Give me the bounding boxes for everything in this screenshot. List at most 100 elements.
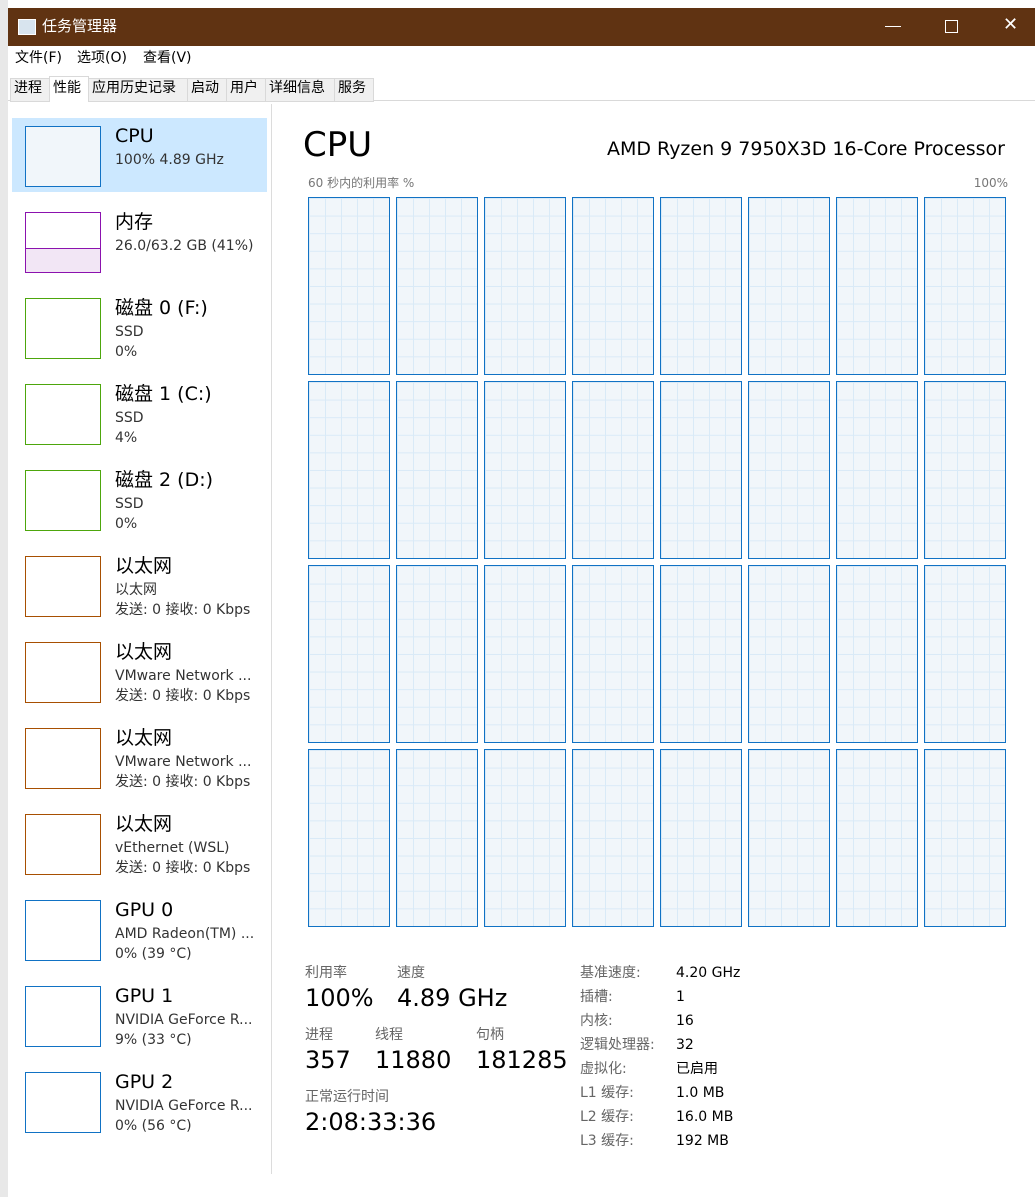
core-graph [748, 565, 830, 743]
core-graph [924, 381, 1006, 559]
desktop-strip [0, 0, 8, 1197]
sidebar-detail[interactable]: NVIDIA GeForce R... [115, 1098, 253, 1114]
core-graph [836, 381, 918, 559]
sidebar-name[interactable]: 以太网 [115, 813, 173, 835]
core-graph [396, 197, 478, 375]
core-graph [572, 381, 654, 559]
sidebar-detail[interactable]: VMware Network ... [115, 668, 252, 684]
core-graph [924, 565, 1006, 743]
memory-fill [26, 248, 100, 272]
core-graph [484, 197, 566, 375]
tab-label[interactable]: 启动 [191, 80, 219, 96]
core-graph [484, 565, 566, 743]
maximize-button[interactable] [945, 20, 958, 33]
sidebar-detail[interactable]: 发送: 0 接收: 0 Kbps [115, 602, 251, 618]
menu-item[interactable]: 选项(O) [77, 50, 127, 66]
sidebar-detail[interactable]: 9% (33 °C) [115, 1032, 192, 1048]
spec-label: L1 缓存: [580, 1085, 634, 1101]
tab-label[interactable]: 应用历史记录 [92, 80, 176, 96]
sidebar-detail[interactable]: 发送: 0 接收: 0 Kbps [115, 860, 251, 876]
sidebar-detail[interactable]: 4% [115, 430, 138, 446]
sidebar-detail[interactable]: 以太网 [115, 582, 157, 598]
menu-item[interactable]: 文件(F) [15, 50, 62, 66]
sidebar-thumbnail[interactable] [25, 900, 101, 961]
sidebar-thumbnail[interactable] [25, 1072, 101, 1133]
core-graph [484, 381, 566, 559]
tab[interactable] [265, 78, 335, 102]
sidebar-detail[interactable]: 0% [115, 344, 138, 360]
sidebar-detail[interactable]: 发送: 0 接收: 0 Kbps [115, 688, 251, 704]
sidebar-detail[interactable]: NVIDIA GeForce R... [115, 1012, 253, 1028]
core-graph [836, 749, 918, 927]
stat-label: 句柄 [476, 1027, 504, 1043]
core-graph [308, 381, 390, 559]
sidebar-thumbnail[interactable] [25, 556, 101, 617]
sidebar-thumbnail[interactable] [25, 298, 101, 359]
spec-label: 基准速度: [580, 965, 641, 981]
minimize-button[interactable] [885, 26, 901, 27]
sidebar-detail[interactable]: SSD [115, 496, 144, 512]
sidebar-thumbnail[interactable] [25, 470, 101, 531]
sidebar-detail[interactable]: 0% (39 °C) [115, 946, 192, 962]
sidebar-thumbnail[interactable] [25, 986, 101, 1047]
core-graph [748, 197, 830, 375]
spec-label: L2 缓存: [580, 1109, 634, 1125]
sidebar-detail[interactable]: 0% (56 °C) [115, 1118, 192, 1134]
core-graph [484, 749, 566, 927]
sidebar-name[interactable]: 磁盘 1 (C:) [115, 383, 212, 405]
sidebar-thumbnail[interactable] [25, 728, 101, 789]
core-graph [396, 565, 478, 743]
spec-label: 逻辑处理器: [580, 1037, 655, 1053]
sidebar-detail[interactable]: vEthernet (WSL) [115, 840, 230, 856]
sidebar-name[interactable]: GPU 0 [115, 899, 174, 921]
sidebar-detail[interactable]: 0% [115, 516, 138, 532]
sidebar-detail[interactable]: VMware Network ... [115, 754, 252, 770]
sidebar-detail[interactable]: 100% 4.89 GHz [115, 152, 224, 168]
stat-label: 线程 [375, 1027, 403, 1043]
sidebar-detail[interactable]: 发送: 0 接收: 0 Kbps [115, 774, 251, 790]
menu-item[interactable]: 查看(V) [143, 50, 192, 66]
sidebar-name[interactable]: 内存 [115, 211, 154, 233]
sidebar-thumbnail[interactable] [25, 814, 101, 875]
tab-label[interactable]: 详细信息 [269, 80, 325, 96]
core-graph [308, 197, 390, 375]
window-title: 任务管理器 [42, 17, 118, 35]
stat-label: 进程 [305, 1027, 333, 1043]
sidebar-name[interactable]: 以太网 [115, 727, 173, 749]
tab[interactable] [10, 78, 50, 102]
tab[interactable] [88, 78, 188, 102]
tab-label[interactable]: 用户 [230, 80, 258, 96]
tab[interactable] [226, 78, 266, 102]
sidebar-name[interactable]: 磁盘 0 (F:) [115, 297, 208, 319]
sidebar-detail[interactable]: 26.0/63.2 GB (41%) [115, 238, 254, 254]
core-graph [836, 565, 918, 743]
tab[interactable] [334, 78, 374, 102]
sidebar-name[interactable]: CPU [115, 125, 154, 147]
core-graph [308, 749, 390, 927]
tab-label[interactable]: 进程 [14, 80, 42, 96]
sidebar-detail[interactable]: SSD [115, 410, 144, 426]
sidebar-thumbnail[interactable] [25, 384, 101, 445]
sidebar-thumbnail[interactable] [25, 642, 101, 703]
processor-name: AMD Ryzen 9 7950X3D 16-Core Processor [606, 138, 1005, 160]
core-graph [660, 197, 742, 375]
tab[interactable] [187, 78, 227, 102]
graph-label: 60 秒内的利用率 % [308, 176, 415, 190]
sidebar-name[interactable]: GPU 2 [115, 1071, 174, 1093]
stat-label: 速度 [397, 965, 425, 981]
sidebar-detail[interactable]: SSD [115, 324, 144, 340]
sidebar-thumbnail[interactable] [25, 126, 101, 187]
sidebar-name[interactable]: 以太网 [115, 555, 173, 577]
core-graph [572, 565, 654, 743]
sidebar-name[interactable]: 以太网 [115, 641, 173, 663]
sidebar-name[interactable]: GPU 1 [115, 985, 174, 1007]
tab-label[interactable]: 服务 [338, 80, 366, 96]
stat-value: 100% [305, 984, 374, 1012]
sidebar-name[interactable]: 磁盘 2 (D:) [115, 469, 214, 491]
close-button[interactable]: ✕ [1003, 14, 1019, 35]
sidebar-detail[interactable]: AMD Radeon(TM) ... [115, 926, 255, 942]
tab-strip-line [8, 100, 1035, 101]
core-graph [572, 197, 654, 375]
tab-label[interactable]: 性能 [53, 80, 81, 96]
